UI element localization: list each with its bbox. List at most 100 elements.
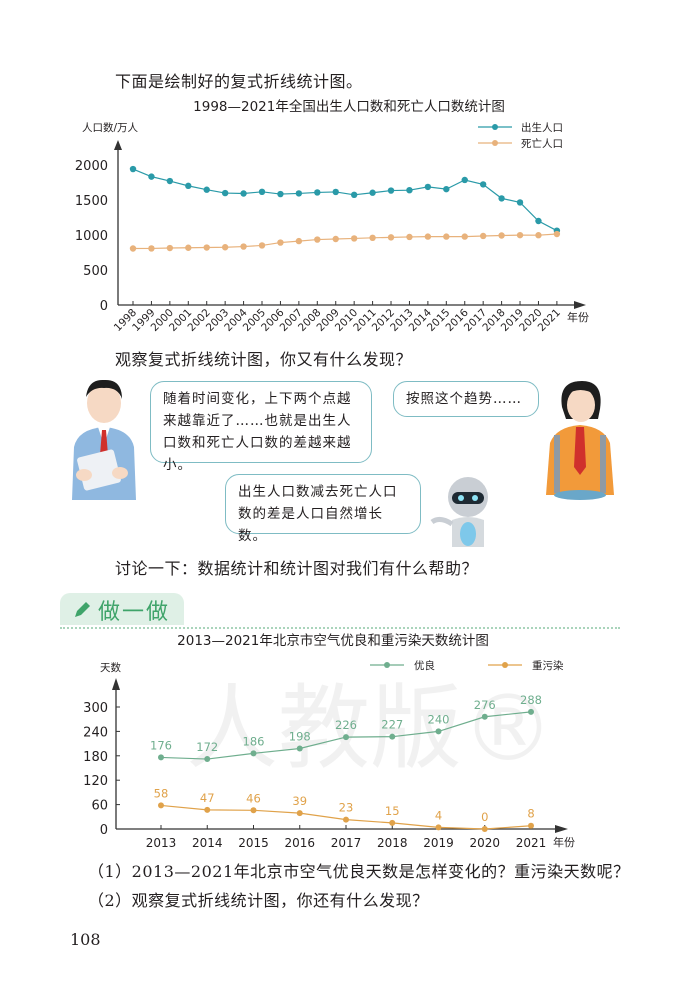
data-point	[129, 245, 137, 252]
data-point	[295, 190, 303, 197]
legend-label: 出生人口	[521, 121, 563, 134]
data-point	[258, 188, 266, 196]
data-point	[435, 824, 442, 831]
section-divider	[60, 627, 620, 629]
data-point	[250, 807, 257, 814]
data-point	[166, 177, 174, 185]
data-point	[277, 190, 284, 198]
data-point	[528, 708, 534, 715]
section-label: 做一做	[98, 600, 171, 625]
data-point	[166, 244, 174, 252]
svg-text:0: 0	[100, 823, 108, 838]
data-point	[296, 745, 303, 752]
svg-text:60: 60	[91, 799, 108, 814]
legend-label: 优良	[414, 659, 435, 672]
data-point	[204, 806, 211, 813]
data-point	[332, 188, 339, 196]
data-point	[203, 244, 210, 251]
data-point	[314, 236, 321, 243]
data-point	[443, 185, 450, 193]
svg-text:500: 500	[83, 264, 108, 279]
data-point	[296, 810, 303, 817]
svg-text:2013: 2013	[146, 836, 177, 850]
svg-text:300: 300	[83, 701, 108, 716]
data-point	[424, 233, 432, 240]
data-point	[406, 233, 413, 241]
data-point	[158, 802, 164, 809]
data-point	[498, 195, 505, 202]
legend-label: 重污染	[532, 659, 564, 672]
data-point	[516, 199, 524, 206]
data-point	[479, 181, 487, 188]
chart1-title: 1998—2021年全国出生人口数和死亡人口数统计图	[193, 98, 505, 115]
data-point	[435, 728, 442, 735]
data-point	[221, 189, 229, 197]
chart2-title: 2013—2021年北京市空气优良和重污染天数统计图	[177, 632, 489, 649]
data-point	[443, 233, 450, 240]
robot-illustration	[430, 477, 488, 547]
girl-illustration	[546, 381, 614, 500]
chart2-ylabel: 天数	[100, 661, 121, 674]
data-point	[350, 191, 358, 199]
data-point	[332, 235, 339, 243]
data-label: 0	[481, 810, 488, 824]
svg-text:2016: 2016	[284, 836, 315, 850]
chart1-xlabel: 年份	[567, 310, 589, 324]
data-point	[240, 190, 247, 197]
page-number: 108	[70, 930, 101, 949]
svg-text:1000: 1000	[75, 229, 108, 244]
data-point	[350, 235, 358, 242]
data-point	[481, 826, 488, 832]
data-point	[389, 819, 396, 826]
data-label: 198	[289, 729, 311, 743]
data-point	[369, 189, 376, 196]
data-label: 8	[527, 807, 534, 821]
data-point	[129, 165, 137, 173]
svg-text:2020: 2020	[469, 836, 500, 850]
pencil-icon	[75, 602, 90, 617]
legend-label: 死亡人口	[521, 137, 563, 150]
data-label: 276	[474, 698, 496, 712]
data-point	[203, 186, 210, 193]
data-point	[295, 237, 303, 245]
intro-text: 下面是绘制好的复式折线统计图。	[115, 72, 363, 91]
data-label: 172	[196, 740, 218, 754]
girl-speech-bubble: 按照这个趋势……	[393, 381, 539, 417]
data-point	[516, 231, 524, 239]
data-point	[424, 183, 432, 191]
data-point	[258, 242, 266, 249]
data-point	[498, 232, 505, 239]
data-label: 15	[385, 804, 400, 818]
data-point	[481, 713, 488, 720]
data-point	[343, 734, 349, 741]
svg-text:120: 120	[83, 774, 108, 789]
data-point	[553, 230, 561, 238]
data-point	[148, 173, 155, 180]
question-1: （1）2013—2021年北京市空气优良天数是怎样变化的？重污染天数呢？	[88, 862, 630, 881]
svg-text:2017: 2017	[331, 836, 362, 850]
data-label: 23	[339, 801, 354, 815]
data-label: 227	[381, 718, 403, 732]
observe-text: 观察复式折线统计图，你又有什么发现？	[115, 350, 413, 369]
svg-text:2018: 2018	[377, 836, 408, 850]
watermark: 人教版®	[186, 675, 554, 782]
data-point	[148, 245, 155, 252]
data-point	[369, 234, 376, 241]
svg-text:2015: 2015	[238, 836, 269, 850]
series-line	[132, 168, 558, 232]
boy-speech-bubble: 随着时间变化，上下两个点越来越靠近了……也就是出生人口数和死亡人口数的差越来越小…	[150, 381, 372, 473]
data-point	[314, 189, 321, 196]
data-label: 39	[292, 794, 307, 808]
data-label: 4	[435, 808, 442, 822]
data-label: 186	[243, 734, 265, 748]
series-line	[132, 233, 557, 250]
data-label: 47	[200, 791, 215, 805]
data-point	[240, 243, 247, 250]
svg-text:2000: 2000	[75, 159, 108, 174]
chart1-ylabel: 人口数/万人	[82, 121, 139, 134]
data-label: 240	[428, 712, 450, 726]
data-point	[387, 187, 395, 194]
data-point	[221, 244, 229, 251]
